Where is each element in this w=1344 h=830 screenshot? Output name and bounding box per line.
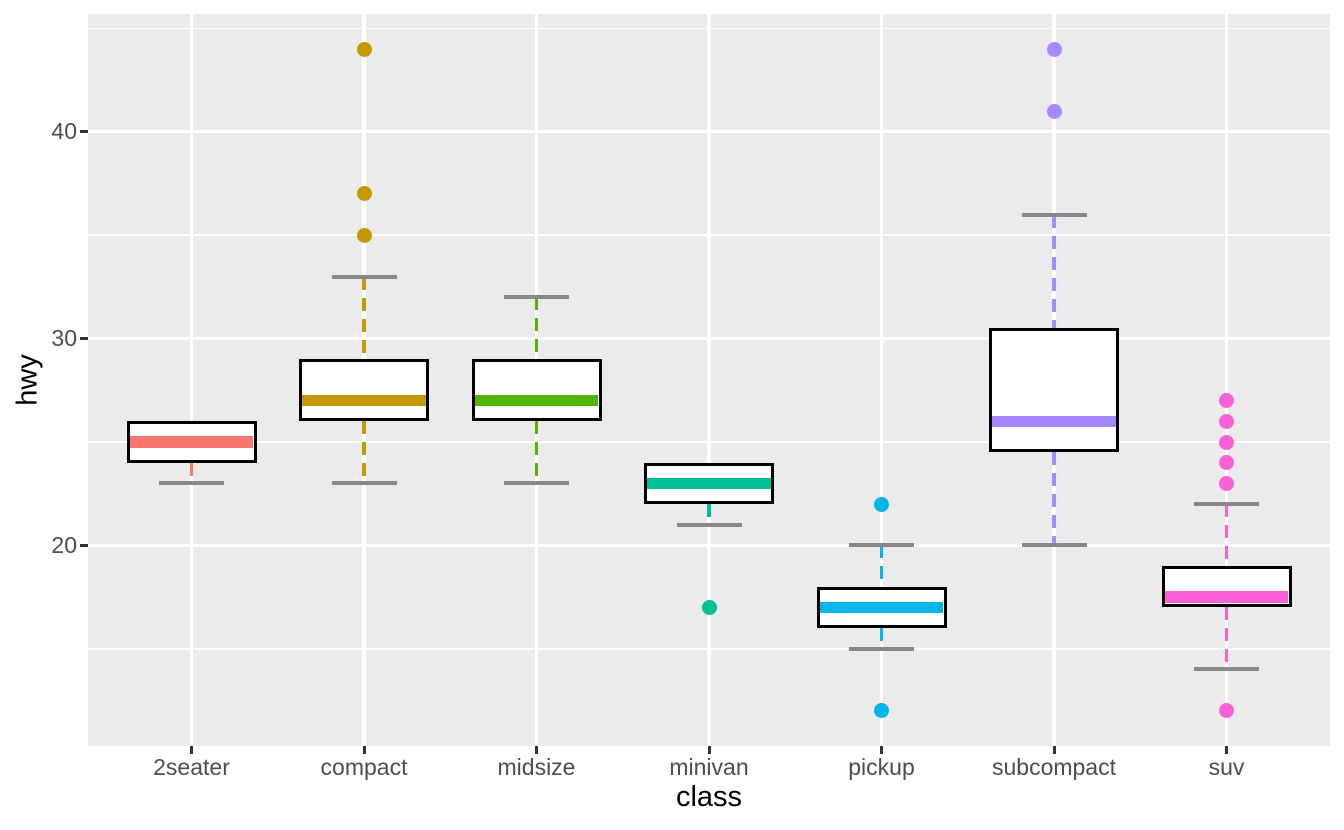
whisker-cap-lower-pickup — [849, 646, 914, 651]
outlier-dot-suv-12 — [1219, 703, 1234, 719]
whisker-cap-lower-subcompact — [1021, 543, 1087, 548]
outlier-dot-subcompact-41 — [1046, 103, 1062, 119]
whisker-cap-upper-compact — [331, 274, 397, 279]
median-pickup — [819, 601, 944, 614]
x-tick-mark-subcompact — [1052, 746, 1056, 754]
y-axis-title: hwy — [11, 354, 44, 406]
whisker-cap-lower-suv — [1194, 667, 1259, 672]
x-tick-label-2seater: 2seater — [153, 754, 230, 780]
x-tick-mark-compact — [362, 746, 366, 754]
outlier-dot-subcompact-44 — [1046, 41, 1062, 57]
whisker-upper-suv — [1224, 504, 1229, 567]
gridline-x-2seater — [189, 14, 194, 746]
whisker-cap-upper-midsize — [504, 295, 569, 300]
x-tick-label-midsize: midsize — [497, 754, 576, 780]
x-axis-title: class — [675, 781, 743, 813]
x-tick-label-subcompact: subcompact — [991, 754, 1116, 780]
box-midsize — [471, 359, 602, 422]
whisker-upper-midsize — [534, 297, 539, 360]
outlier-dot-pickup-22 — [874, 496, 889, 512]
outlier-dot-compact-37 — [356, 186, 372, 202]
outlier-dot-suv-27 — [1219, 393, 1234, 409]
gridline-x-minivan — [707, 14, 711, 746]
y-tick-label-20: 20 — [51, 531, 77, 558]
y-tick-mark-20 — [80, 543, 88, 547]
median-compact — [302, 394, 426, 407]
median-midsize — [474, 394, 599, 407]
y-tick-mark-30 — [80, 337, 88, 341]
whisker-cap-lower-2seater — [159, 481, 224, 486]
outlier-dot-suv-26 — [1219, 413, 1234, 429]
outlier-dot-compact-35 — [356, 227, 372, 243]
box-subcompact — [989, 328, 1119, 453]
whisker-lower-subcompact — [1052, 452, 1056, 546]
whisker-cap-lower-midsize — [504, 481, 569, 486]
whisker-lower-midsize — [534, 421, 539, 484]
x-tick-label-compact: compact — [320, 754, 408, 780]
box-compact — [299, 359, 429, 422]
x-tick-mark-2seater — [190, 746, 193, 754]
x-tick-mark-midsize — [535, 746, 538, 754]
outlier-dot-suv-23 — [1219, 475, 1234, 491]
x-tick-label-minivan: minivan — [669, 754, 749, 780]
y-tick-label-40: 40 — [51, 118, 77, 145]
outlier-dot-suv-24 — [1219, 455, 1234, 471]
x-tick-label-suv: suv — [1208, 754, 1245, 780]
whisker-cap-lower-minivan — [676, 522, 742, 527]
whisker-cap-upper-suv — [1194, 502, 1259, 507]
outlier-dot-suv-25 — [1219, 434, 1234, 450]
outlier-dot-compact-44 — [356, 41, 372, 57]
y-tick-label-30: 30 — [51, 325, 77, 352]
median-subcompact — [992, 415, 1116, 428]
x-tick-mark-minivan — [707, 746, 711, 754]
whisker-upper-compact — [362, 276, 366, 360]
whisker-lower-suv — [1224, 607, 1229, 670]
x-tick-label-pickup: pickup — [848, 754, 915, 780]
whisker-lower-pickup — [879, 628, 884, 649]
plot-panel — [88, 14, 1330, 746]
median-2seater — [129, 436, 254, 448]
median-suv — [1164, 591, 1289, 603]
outlier-dot-minivan-17 — [701, 599, 717, 615]
outlier-dot-pickup-12 — [874, 703, 889, 719]
whisker-cap-upper-subcompact — [1021, 212, 1087, 217]
whisker-lower-2seater — [189, 462, 194, 484]
median-minivan — [647, 477, 771, 490]
whisker-lower-minivan — [707, 504, 711, 525]
x-tick-mark-suv — [1225, 746, 1228, 754]
whisker-upper-pickup — [879, 545, 884, 587]
y-tick-mark-40 — [80, 130, 88, 134]
whisker-cap-lower-compact — [331, 481, 397, 486]
gridline-x-suv — [1224, 14, 1229, 746]
gridline-x-pickup — [879, 14, 884, 746]
whisker-cap-upper-pickup — [849, 543, 914, 548]
whisker-upper-subcompact — [1052, 214, 1056, 329]
x-tick-mark-pickup — [880, 746, 883, 754]
whisker-lower-compact — [362, 421, 366, 484]
